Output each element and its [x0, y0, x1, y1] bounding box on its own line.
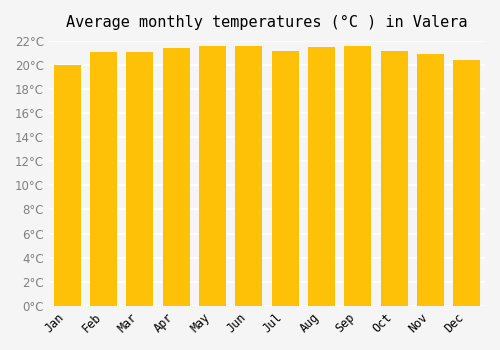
Bar: [162, 48, 190, 306]
Bar: [272, 50, 299, 306]
Bar: [90, 52, 117, 306]
Bar: [126, 52, 154, 306]
Bar: [235, 46, 262, 306]
Bar: [417, 54, 444, 306]
Title: Average monthly temperatures (°C ) in Valera: Average monthly temperatures (°C ) in Va…: [66, 15, 468, 30]
Bar: [344, 46, 372, 306]
Bar: [380, 50, 408, 306]
Bar: [453, 60, 480, 306]
Bar: [199, 46, 226, 306]
Bar: [54, 65, 81, 306]
Bar: [308, 47, 335, 306]
